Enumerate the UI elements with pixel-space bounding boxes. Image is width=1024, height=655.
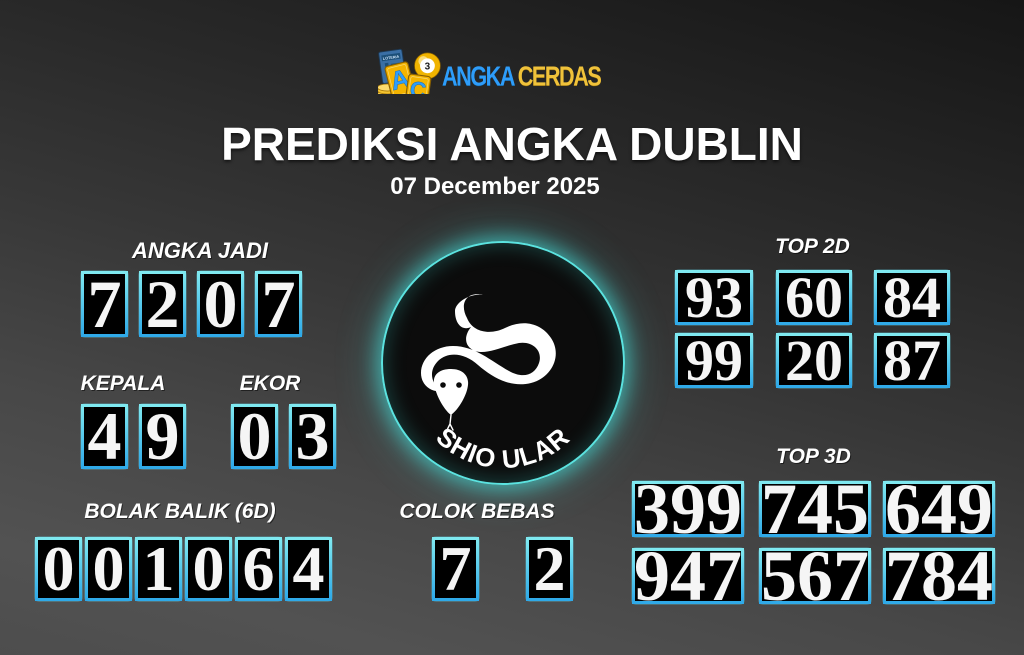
svg-text:C: C [408,76,427,94]
svg-text:SHIO ULAR: SHIO ULAR [431,421,576,474]
svg-text:3: 3 [425,62,431,73]
